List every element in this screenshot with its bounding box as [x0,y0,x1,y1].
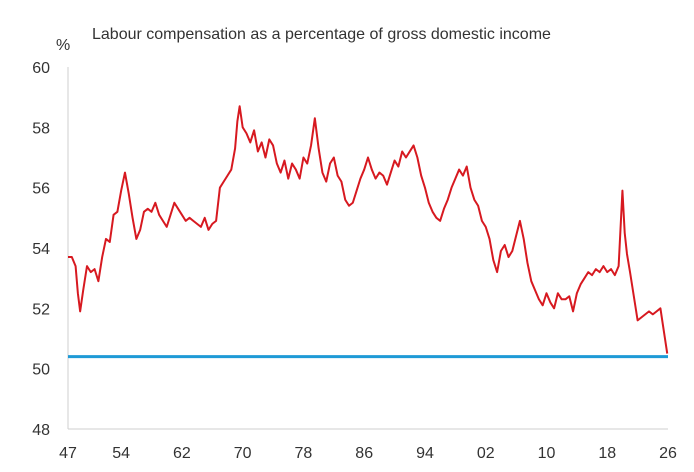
x-tick-label: 86 [355,445,373,462]
x-tick-label: 47 [59,445,77,462]
x-tick-labels: 47 54 62 70 78 86 94 02 10 18 26 [59,445,677,462]
y-tick-label: 54 [32,241,50,258]
y-tick-label: 50 [32,362,50,379]
x-tick-label: 54 [112,445,130,462]
x-tick-label: 02 [477,445,495,462]
y-tick-label: 52 [32,301,50,318]
x-tick-label: 94 [416,445,434,462]
x-tick-label: 62 [173,445,191,462]
y-axis-unit-label: % [56,37,70,54]
y-tick-label: 60 [32,60,50,77]
y-tick-labels: 60 58 56 54 52 50 48 [32,60,50,439]
chart-title: Labour compensation as a percentage of g… [92,26,551,43]
y-tick-label: 56 [32,181,50,198]
x-tick-label: 70 [234,445,252,462]
x-tick-label: 78 [295,445,313,462]
x-tick-label: 26 [659,445,677,462]
series-line-0 [68,105,669,354]
x-tick-label: 10 [538,445,556,462]
y-tick-label: 58 [32,120,50,137]
x-tick-label: 18 [598,445,616,462]
y-tick-label: 48 [32,422,50,439]
series-group [68,105,669,354]
